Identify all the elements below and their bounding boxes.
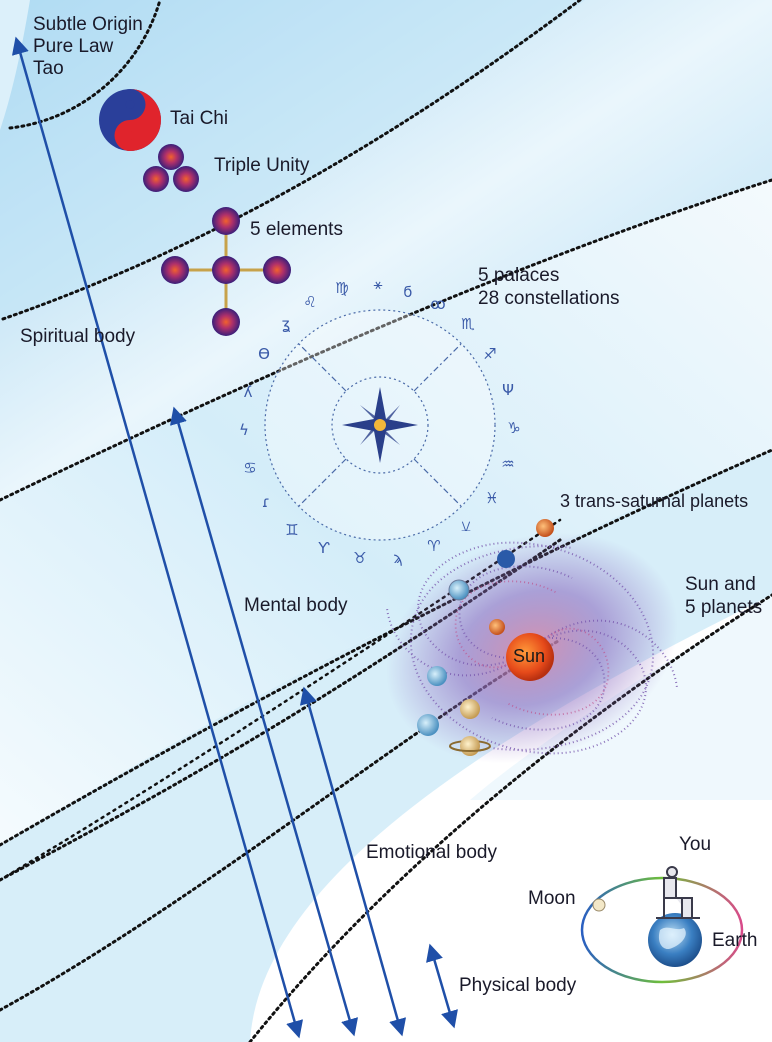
label-triple-unity: Triple Unity: [214, 155, 310, 176]
yin-yang-icon: [99, 89, 161, 151]
label-trans-saturnal: 3 trans-saturnal planets: [560, 491, 749, 511]
svg-text:♑: ♑: [507, 419, 520, 437]
svg-text:⚺: ⚺: [461, 517, 471, 535]
svg-text:♊: ♊: [285, 521, 298, 539]
constellation-wheel: ♌ ♍ ⚹ ϭ ꝏ ♏ ♐ Ψ ♑ ♒ ♓ ⚺ ♈ ϡ ♉ Ƴ ♊ ɾ ♋ ϟ …: [239, 275, 521, 567]
label-28-constellations: 28 constellations: [478, 288, 620, 309]
planets: [417, 519, 554, 756]
svg-text:♋: ♋: [243, 459, 256, 477]
earth-moon-system: [580, 866, 744, 984]
label-subtle-origin: Subtle Origin: [33, 14, 143, 35]
svg-text:ϡ: ϡ: [393, 549, 402, 567]
body-arrows: [11, 36, 458, 1039]
constellation-glyphs: ♌ ♍ ⚹ ϭ ꝏ ♏ ♐ Ψ ♑ ♒ ♓ ⚺ ♈ ϡ ♉ Ƴ ♊ ɾ ♋ ϟ …: [239, 275, 521, 567]
label-emotional-body: Emotional body: [366, 842, 497, 863]
svg-text:ɾ: ɾ: [262, 493, 270, 511]
label-tai-chi: Tai Chi: [170, 108, 229, 129]
label-five-palaces: 5 palaces: [478, 265, 560, 286]
label-moon: Moon: [528, 888, 576, 909]
svg-text:Ƴ: Ƴ: [317, 539, 330, 557]
svg-text:Ψ: Ψ: [502, 381, 514, 399]
svg-text:♌: ♌: [303, 293, 316, 311]
compass-star-icon: [342, 387, 418, 463]
svg-text:♉: ♉: [353, 549, 366, 567]
svg-text:♏: ♏: [461, 315, 475, 333]
label-tao: Tao: [33, 58, 64, 79]
label-earth: Earth: [712, 930, 758, 951]
svg-text:♐: ♐: [483, 345, 496, 363]
label-sun: Sun: [513, 646, 546, 666]
svg-text:ꝏ: ꝏ: [430, 295, 445, 313]
triple-unity-icon: [143, 144, 199, 192]
label-mental-body: Mental body: [244, 595, 348, 616]
svg-text:ϴ: ϴ: [258, 345, 270, 363]
label-spiritual-body: Spiritual body: [20, 326, 136, 347]
svg-text:♈: ♈: [427, 537, 440, 555]
svg-text:ʓ: ʓ: [282, 315, 291, 333]
label-pure-law: Pure Law: [33, 36, 114, 57]
label-you: You: [679, 834, 712, 855]
label-five-planets: 5 planets: [685, 597, 763, 618]
seated-person-icon: [656, 866, 700, 919]
label-physical-body: Physical body: [459, 975, 577, 996]
label-sun-and: Sun and: [685, 574, 756, 595]
svg-text:♒: ♒: [501, 455, 514, 473]
sun-icon: [506, 633, 554, 681]
five-elements-icon: [161, 207, 291, 336]
svg-text:♍: ♍: [335, 279, 348, 297]
svg-text:⚹: ⚹: [373, 275, 382, 293]
svg-text:ϟ: ϟ: [239, 421, 249, 439]
label-five-elements: 5 elements: [250, 219, 343, 240]
svg-text:ʎ: ʎ: [244, 383, 253, 401]
svg-text:♓: ♓: [485, 489, 498, 507]
svg-text:ϭ: ϭ: [403, 283, 412, 301]
